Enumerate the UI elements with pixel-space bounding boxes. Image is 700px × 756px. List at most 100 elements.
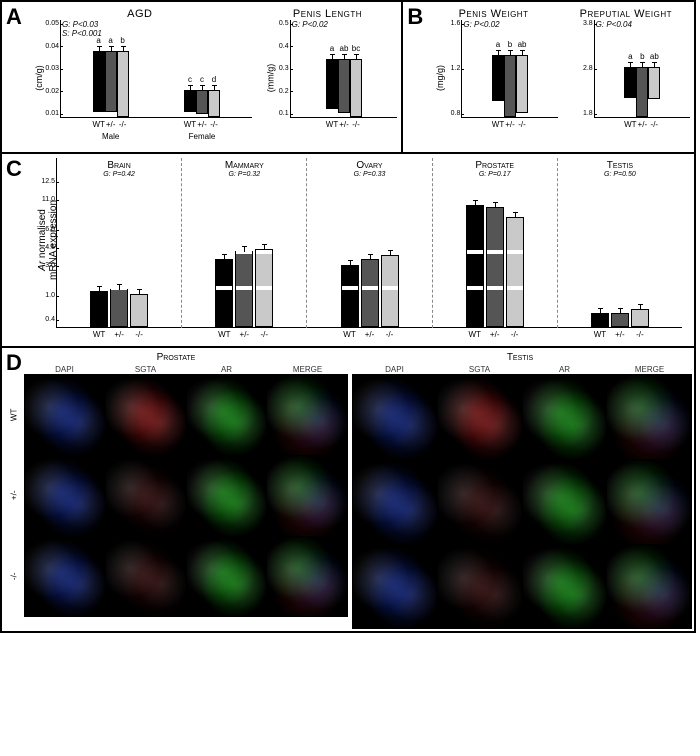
x-label: -/- (518, 120, 526, 129)
bar: ab (516, 55, 528, 113)
channel-header: DAPI (352, 365, 437, 374)
c-section: BrainG: P=0.42WT+/--/- (57, 158, 182, 328)
bar (255, 249, 273, 327)
micrograph (607, 375, 691, 459)
y-tick: 1.2 (434, 65, 460, 72)
bar (90, 291, 108, 327)
y-tick: 0.01 (33, 110, 59, 117)
chart-ar-expression: Ar normalisedmRNA expression 12.511.06.0… (6, 158, 690, 328)
bar: b (636, 67, 648, 117)
x-label: WT (92, 120, 104, 129)
panel-a-label: A (6, 4, 22, 30)
x-label: WT (343, 330, 355, 339)
channel-header: MERGE (607, 365, 692, 374)
panel-b-label: B (407, 4, 423, 30)
chart-preputial-weight: Preputial WeightG: P<0.043.82.81.8aWTb+/… (562, 6, 690, 136)
channel-header: DAPI (24, 365, 105, 374)
sig-letter: a (96, 36, 100, 45)
section-pval: G: P=0.17 (433, 171, 557, 178)
x-label: -/- (511, 330, 519, 339)
y-tick: 0.4 (263, 43, 289, 50)
y-tick: 0.1 (263, 110, 289, 117)
x-label: -/- (352, 120, 360, 129)
micrograph (187, 375, 267, 455)
channel-header: AR (522, 365, 607, 374)
section-title: Prostate (433, 160, 557, 171)
sig-letter: a (628, 52, 632, 61)
genotype-label: -/- (4, 536, 24, 617)
channel-header: SGTA (105, 365, 186, 374)
micrograph (438, 375, 522, 459)
micrograph (267, 456, 347, 536)
panel-b: B Penis WeightG: P<0.02(mg/g)1.61.20.8aW… (403, 2, 694, 152)
y-tick: 0.4 (45, 316, 55, 323)
bar (381, 255, 399, 327)
tissue-title: Prostate (4, 350, 348, 365)
c-section: OvaryG: P=0.33WT+/--/- (307, 158, 432, 328)
x-label: +/- (490, 330, 500, 339)
section-pval: G: P=0.42 (57, 171, 181, 178)
y-tick: 0.04 (33, 43, 59, 50)
y-tick: 2.8 (567, 65, 593, 72)
sig-letter: c (188, 75, 192, 84)
x-label: WT (492, 120, 504, 129)
x-label: -/- (210, 120, 218, 129)
bar: a (624, 67, 636, 97)
micrograph (353, 460, 437, 544)
sig-letter: bc (352, 44, 360, 53)
micrograph (187, 537, 267, 617)
figure: A AGDG: P<0.03S: P<0.001(cm/g)0.050.040.… (0, 0, 696, 633)
section-title: Mammary (182, 160, 306, 171)
d-tissue-testis: TestisDAPISGTAARMERGE (348, 350, 692, 629)
c-section: MammaryG: P=0.32WT+/--/- (182, 158, 307, 328)
y-tick: 1.0 (45, 292, 55, 299)
bar (591, 313, 609, 327)
x-label: +/- (114, 330, 124, 339)
x-label: WT (218, 330, 230, 339)
y-tick: 1.6 (434, 20, 460, 27)
x-label: WT (594, 330, 606, 339)
x-label: +/- (339, 120, 349, 129)
y-tick: 1.8 (567, 110, 593, 117)
chart-title: Penis Length (258, 8, 398, 20)
bar: ab (648, 67, 660, 99)
micrograph (267, 537, 347, 617)
panel-a: A AGDG: P<0.03S: P<0.001(cm/g)0.050.040.… (2, 2, 403, 152)
chart-title: Preputial Weight (562, 8, 690, 20)
d-tissue-prostate: ProstateDAPISGTAARMERGEWT+/--/- (4, 350, 348, 629)
sig-letter: b (120, 36, 124, 45)
section-title: Brain (57, 160, 181, 171)
x-label: WT (624, 120, 636, 129)
bar (466, 205, 484, 327)
sig-letter: ab (650, 52, 659, 61)
genotype-label: +/- (4, 455, 24, 536)
y-tick: 0.5 (263, 20, 289, 27)
panel-c: C Ar normalisedmRNA expression 12.511.06… (2, 154, 694, 346)
bar (631, 309, 649, 327)
bar: c (184, 90, 196, 112)
c-section: ProstateG: P=0.17WT+/--/- (433, 158, 558, 328)
x-label: +/- (638, 120, 648, 129)
bar (341, 265, 359, 327)
micrograph (353, 375, 437, 459)
x-label: +/- (365, 330, 375, 339)
micrograph (607, 545, 691, 629)
channel-header: AR (186, 365, 267, 374)
bar: c (196, 90, 208, 114)
micrograph (353, 545, 437, 629)
y-tick: 0.2 (263, 88, 289, 95)
sig-letter: a (496, 40, 500, 49)
x-label: +/- (197, 120, 207, 129)
chart-agd: AGDG: P<0.03S: P<0.001(cm/g)0.050.040.03… (28, 6, 252, 136)
y-tick: 0.05 (33, 20, 59, 27)
x-label: +/- (240, 330, 250, 339)
y-tick: 3.0 (45, 262, 55, 269)
micrograph (267, 375, 347, 455)
sig-letter: b (508, 40, 512, 49)
micrograph (438, 545, 522, 629)
bar: a (492, 55, 504, 101)
y-tick: 0.02 (33, 88, 59, 95)
micrograph (607, 460, 691, 544)
bar: d (208, 90, 220, 117)
micrograph (523, 545, 607, 629)
